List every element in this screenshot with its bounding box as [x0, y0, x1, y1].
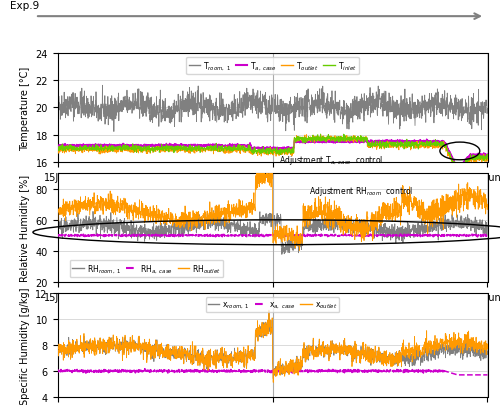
Legend: RH$_{room,\ 1}$, RH$_{a,\ case}$, RH$_{outlet}$: RH$_{room,\ 1}$, RH$_{a,\ case}$, RH$_{o…	[70, 260, 224, 277]
Text: Adjustment RH$_{room}$  control: Adjustment RH$_{room}$ control	[310, 185, 414, 198]
Legend: T$_{room,\ 1}$, T$_{a,\ case}$, T$_{outlet}$, T$_{inlet}$: T$_{room,\ 1}$, T$_{a,\ case}$, T$_{outl…	[186, 58, 358, 75]
Y-axis label: Specific Humidity [g/kg]: Specific Humidity [g/kg]	[20, 287, 30, 404]
Text: Adjustment T$_{a,\ case}$  control: Adjustment T$_{a,\ case}$ control	[278, 154, 383, 167]
Text: Exp.9: Exp.9	[10, 1, 39, 11]
Y-axis label: Relative Humidity [%]: Relative Humidity [%]	[20, 175, 30, 281]
Legend: x$_{room,\ 1}$, x$_{a,\ case}$, x$_{outlet}$: x$_{room,\ 1}$, x$_{a,\ case}$, x$_{outl…	[206, 297, 340, 313]
Y-axis label: Temperature [°C]: Temperature [°C]	[20, 66, 30, 150]
